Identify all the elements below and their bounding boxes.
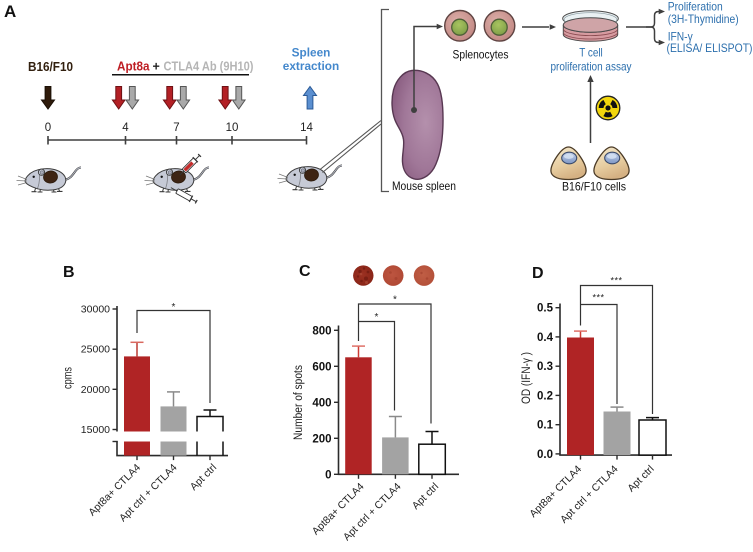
svg-text:0.1: 0.1: [537, 420, 554, 432]
svg-text:D: D: [532, 265, 544, 282]
svg-text:0: 0: [45, 122, 51, 134]
svg-text:***: ***: [610, 276, 622, 286]
svg-text:*: *: [375, 312, 379, 323]
svg-text:C: C: [299, 263, 311, 280]
svg-text:(3H-Thymidine): (3H-Thymidine): [668, 12, 739, 26]
svg-text:OD (IFN-γ ): OD (IFN-γ ): [521, 352, 533, 404]
svg-text:A: A: [4, 2, 16, 21]
svg-text:Apt8a: Apt8a: [117, 60, 150, 74]
svg-text:0.3: 0.3: [537, 361, 553, 373]
svg-text:400: 400: [312, 397, 331, 409]
svg-text:20000: 20000: [81, 384, 110, 396]
svg-text:15000: 15000: [81, 424, 110, 436]
svg-text:14: 14: [300, 122, 313, 134]
svg-text:(ELISA/ ELISPOT): (ELISA/ ELISPOT): [667, 41, 753, 55]
svg-text:IFN-γ: IFN-γ: [668, 30, 693, 44]
svg-text:10: 10: [226, 122, 239, 134]
svg-text:0: 0: [325, 469, 331, 481]
svg-text:Splenocytes: Splenocytes: [453, 48, 509, 62]
svg-text:*: *: [393, 295, 397, 306]
svg-text:Spleen: Spleen: [292, 46, 331, 60]
svg-text:+: +: [153, 60, 160, 74]
svg-text:extraction: extraction: [283, 59, 339, 73]
svg-text:30000: 30000: [81, 304, 110, 316]
svg-text:200: 200: [312, 433, 331, 445]
svg-text:Proliferation: Proliferation: [668, 0, 723, 14]
svg-text:Mouse spleen: Mouse spleen: [392, 179, 456, 193]
svg-text:Number of spots: Number of spots: [293, 365, 305, 440]
svg-text:800: 800: [312, 325, 331, 337]
svg-text:4: 4: [122, 122, 129, 134]
svg-text:0.4: 0.4: [537, 332, 554, 344]
svg-text:B16/F10 cells: B16/F10 cells: [562, 180, 626, 194]
svg-text:T cell: T cell: [579, 46, 603, 60]
svg-text:7: 7: [173, 122, 179, 134]
svg-text:*: *: [172, 302, 176, 313]
svg-text:0.0: 0.0: [537, 449, 553, 461]
svg-text:B16/F10: B16/F10: [28, 60, 73, 74]
svg-text:B: B: [63, 264, 75, 281]
svg-text:0.5: 0.5: [537, 303, 554, 315]
svg-text:25000: 25000: [81, 344, 110, 356]
svg-text:***: ***: [592, 293, 604, 303]
svg-text:cpms: cpms: [63, 367, 75, 389]
svg-text:600: 600: [312, 361, 331, 373]
svg-text:CTLA4 Ab (9H10): CTLA4 Ab (9H10): [164, 60, 254, 74]
svg-text:proliferation assay: proliferation assay: [551, 60, 632, 74]
svg-text:0.2: 0.2: [537, 390, 553, 402]
